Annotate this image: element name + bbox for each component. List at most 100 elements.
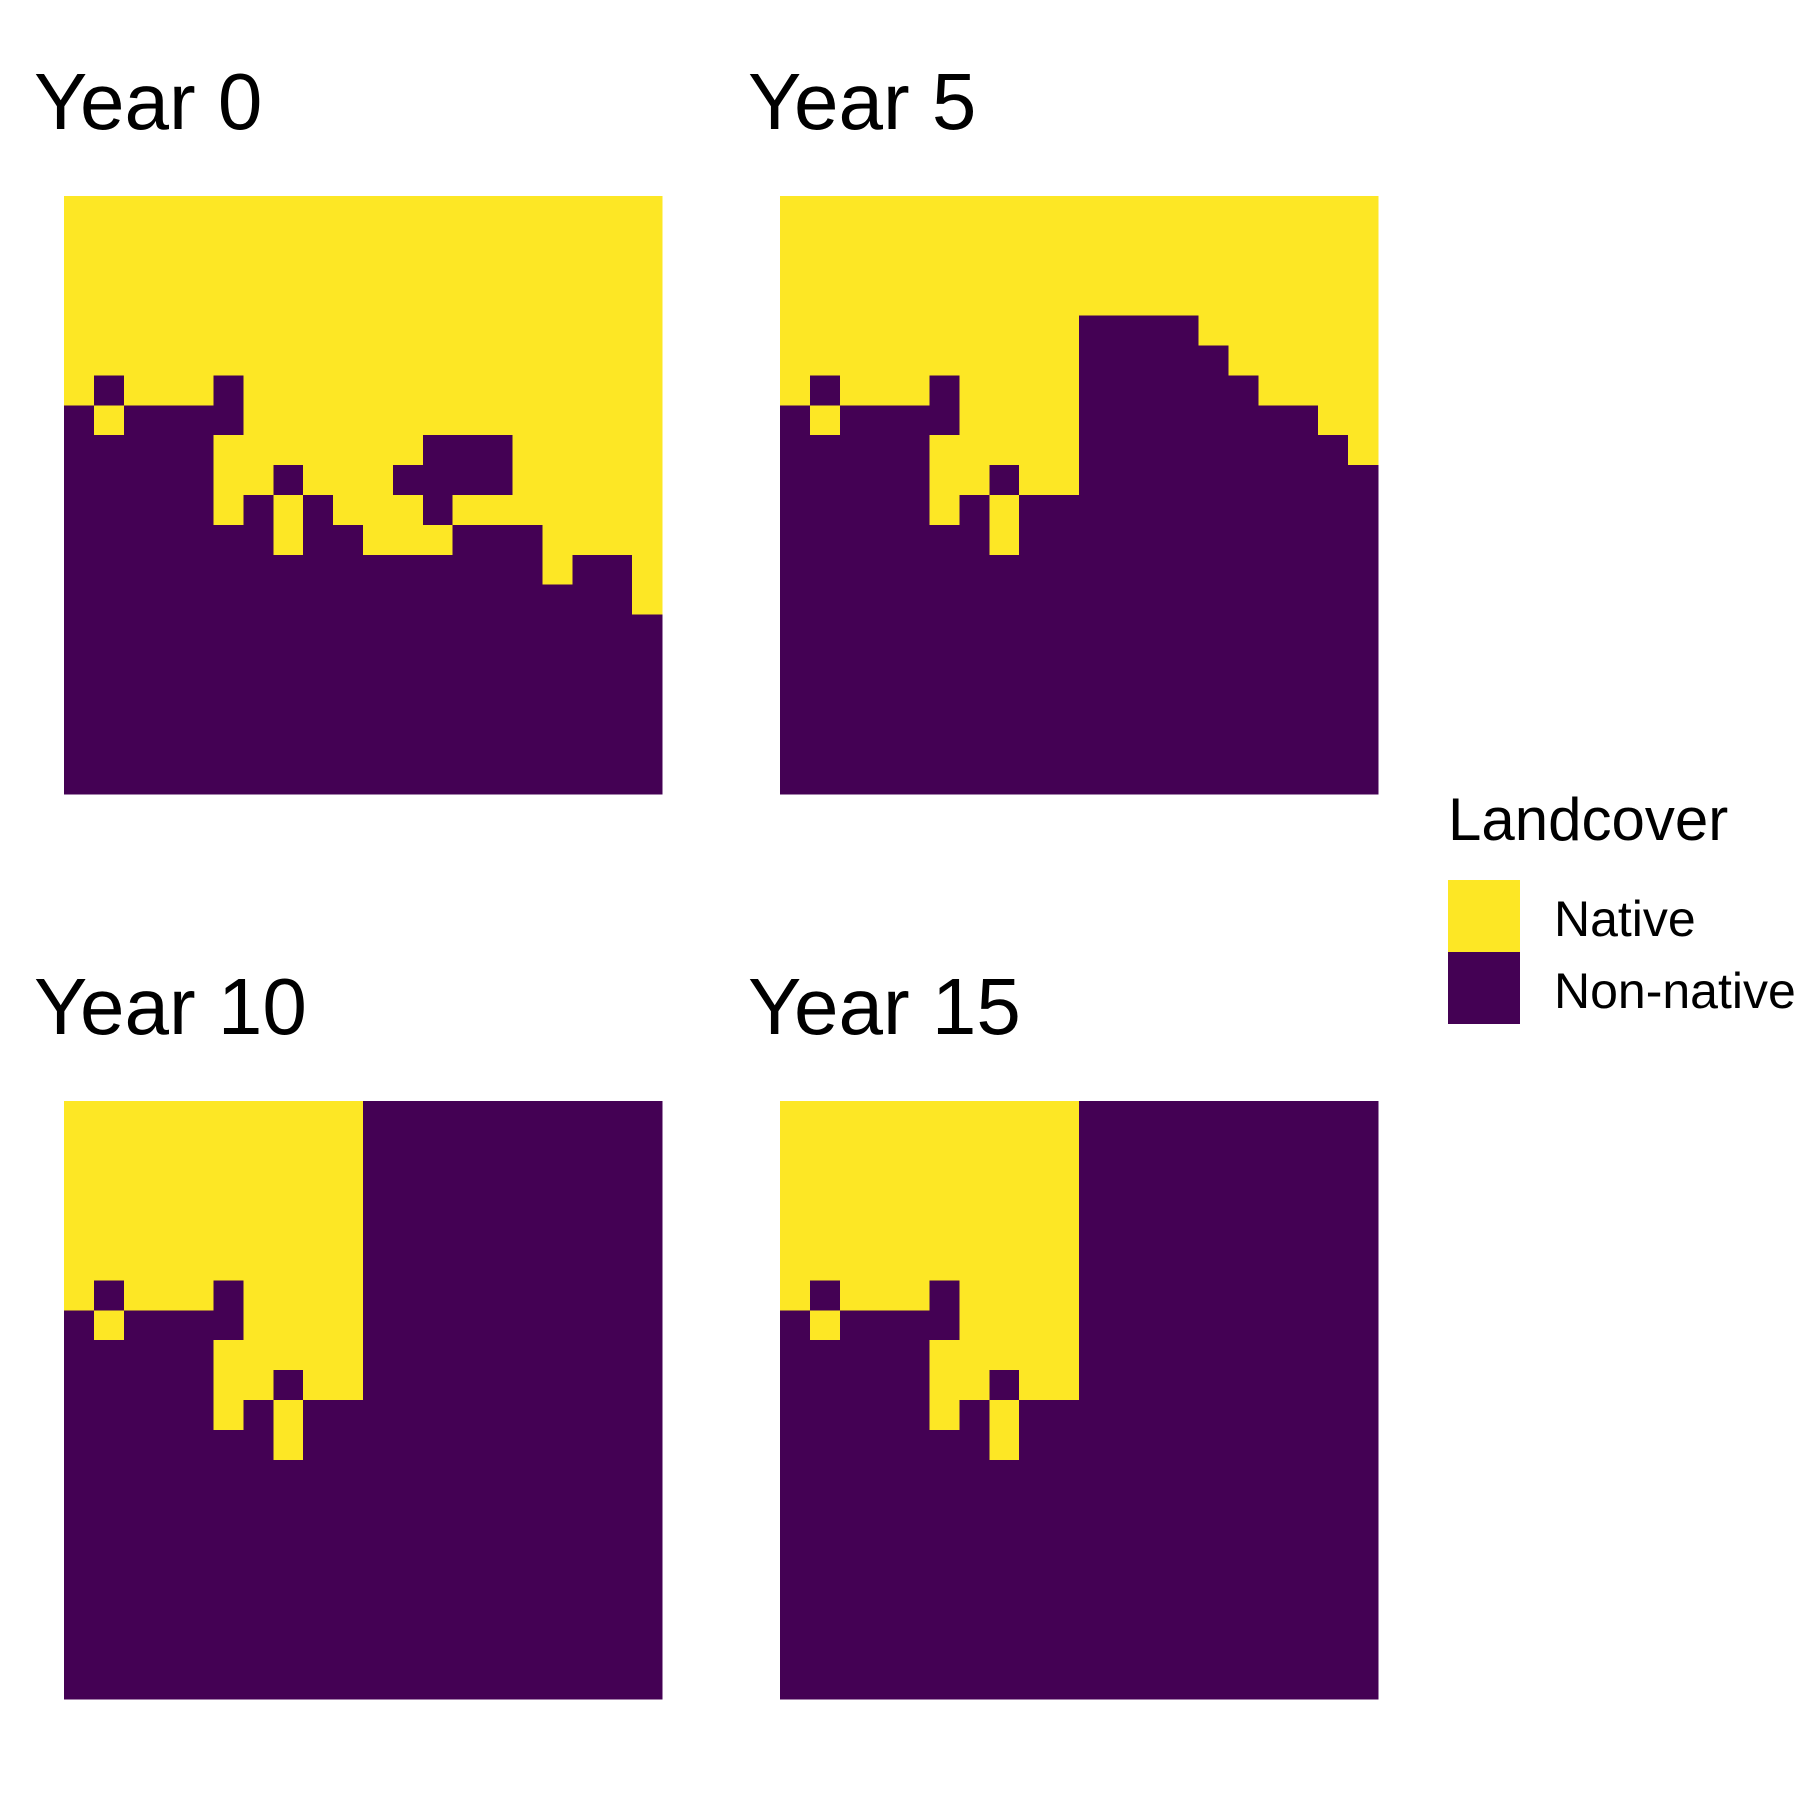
cell-year-15-r19-c19 bbox=[1348, 1669, 1379, 1700]
cell-year-10-r1-c5 bbox=[213, 1130, 244, 1162]
cell-year-15-r16-c17 bbox=[1288, 1579, 1319, 1610]
cell-year-0-r8-c12 bbox=[422, 435, 454, 466]
cell-year-0-r13-c2 bbox=[123, 584, 155, 616]
cell-year-15-r11-c15 bbox=[1228, 1429, 1259, 1461]
cell-year-5-r12-c18 bbox=[1318, 554, 1349, 586]
cell-year-0-r11-c14 bbox=[482, 524, 514, 556]
cell-year-10-r18-c9 bbox=[333, 1639, 364, 1670]
cell-year-0-r15-c11 bbox=[392, 644, 424, 675]
cell-year-15-r6-c19 bbox=[1348, 1280, 1379, 1311]
cell-year-0-r18-c3 bbox=[153, 734, 185, 765]
cell-year-15-r6-c15 bbox=[1228, 1280, 1259, 1311]
cell-year-15-r7-c14 bbox=[1198, 1310, 1230, 1341]
cell-year-15-r1-c13 bbox=[1168, 1130, 1200, 1162]
cell-year-0-r13-c19 bbox=[632, 584, 663, 616]
cell-year-15-r18-c3 bbox=[869, 1639, 901, 1670]
cell-year-15-r19-c12 bbox=[1138, 1669, 1170, 1700]
cell-year-5-r4-c9 bbox=[1049, 315, 1080, 347]
cell-year-15-r11-c18 bbox=[1318, 1429, 1349, 1461]
cell-year-5-r5-c6 bbox=[959, 345, 990, 376]
cell-year-10-r14-c2 bbox=[123, 1519, 155, 1551]
cell-year-5-r13-c1 bbox=[809, 584, 841, 616]
cell-year-0-r19-c10 bbox=[363, 764, 394, 795]
cell-year-0-r17-c1 bbox=[93, 704, 125, 735]
cell-year-0-r3-c19 bbox=[632, 285, 663, 317]
cell-year-5-r3-c9 bbox=[1049, 285, 1080, 317]
panel-title-year-15: Year 15 bbox=[748, 962, 1021, 1051]
cell-year-10-r5-c10 bbox=[363, 1250, 394, 1281]
cell-year-0-r10-c17 bbox=[572, 495, 603, 526]
cell-year-10-r14-c17 bbox=[572, 1519, 603, 1551]
cell-year-15-r4-c1 bbox=[809, 1220, 841, 1252]
cell-year-10-r3-c3 bbox=[153, 1190, 185, 1222]
cell-year-0-r9-c5 bbox=[213, 465, 244, 496]
cell-year-5-r4-c10 bbox=[1079, 315, 1110, 347]
cell-year-5-r9-c9 bbox=[1049, 465, 1080, 496]
cell-year-15-r3-c4 bbox=[899, 1190, 931, 1222]
cell-year-5-r14-c16 bbox=[1258, 614, 1289, 646]
cell-year-5-r7-c1 bbox=[809, 405, 841, 436]
cell-year-15-r16-c9 bbox=[1049, 1579, 1080, 1610]
cell-year-10-r15-c15 bbox=[512, 1549, 543, 1580]
cell-year-5-r6-c0 bbox=[780, 375, 811, 406]
cell-year-15-r3-c8 bbox=[1019, 1190, 1050, 1222]
legend-swatch-native bbox=[1448, 880, 1520, 952]
cell-year-10-r8-c9 bbox=[333, 1340, 364, 1371]
cell-year-10-r4-c19 bbox=[632, 1220, 663, 1252]
cell-year-10-r11-c19 bbox=[632, 1429, 663, 1461]
cell-year-5-r1-c13 bbox=[1168, 225, 1200, 257]
cell-year-10-r10-c2 bbox=[123, 1400, 155, 1431]
cell-year-5-r2-c10 bbox=[1079, 255, 1110, 287]
cell-year-5-r8-c11 bbox=[1108, 435, 1140, 466]
cell-year-5-r14-c14 bbox=[1198, 614, 1230, 646]
cell-year-0-r5-c14 bbox=[482, 345, 514, 376]
cell-year-0-r14-c12 bbox=[422, 614, 454, 646]
cell-year-15-r14-c5 bbox=[929, 1519, 960, 1551]
cell-year-5-r15-c7 bbox=[989, 644, 1020, 675]
cell-year-15-r4-c12 bbox=[1138, 1220, 1170, 1252]
cell-year-10-r10-c6 bbox=[243, 1400, 274, 1431]
cell-year-0-r11-c2 bbox=[123, 524, 155, 556]
cell-year-5-r14-c3 bbox=[869, 614, 901, 646]
cell-year-15-r15-c12 bbox=[1138, 1549, 1170, 1580]
cell-year-10-r5-c3 bbox=[153, 1250, 185, 1281]
cell-year-10-r8-c4 bbox=[183, 1340, 215, 1371]
cell-year-0-r5-c5 bbox=[213, 345, 244, 376]
cell-year-10-r17-c19 bbox=[632, 1609, 663, 1640]
cell-year-15-r8-c17 bbox=[1288, 1340, 1319, 1371]
cell-year-10-r16-c19 bbox=[632, 1579, 663, 1610]
cell-year-10-r1-c3 bbox=[153, 1130, 185, 1162]
cell-year-10-r14-c5 bbox=[213, 1519, 244, 1551]
cell-year-0-r15-c3 bbox=[153, 644, 185, 675]
cell-year-10-r7-c3 bbox=[153, 1310, 185, 1341]
cell-year-10-r12-c11 bbox=[392, 1459, 424, 1491]
cell-year-10-r19-c10 bbox=[363, 1669, 394, 1700]
cell-year-10-r6-c14 bbox=[482, 1280, 514, 1311]
cell-year-5-r11-c4 bbox=[899, 524, 931, 556]
cell-year-5-r14-c8 bbox=[1019, 614, 1050, 646]
cell-year-15-r19-c13 bbox=[1168, 1669, 1200, 1700]
cell-year-5-r17-c5 bbox=[929, 704, 960, 735]
cell-year-10-r3-c7 bbox=[273, 1190, 304, 1222]
cell-year-10-r15-c11 bbox=[392, 1549, 424, 1580]
cell-year-5-r9-c2 bbox=[839, 465, 871, 496]
cell-year-15-r11-c9 bbox=[1049, 1429, 1080, 1461]
cell-year-15-r11-c13 bbox=[1168, 1429, 1200, 1461]
cell-year-0-r18-c12 bbox=[422, 734, 454, 765]
cell-year-5-r5-c3 bbox=[869, 345, 901, 376]
cell-year-5-r19-c5 bbox=[929, 764, 960, 795]
cell-year-10-r15-c19 bbox=[632, 1549, 663, 1580]
cell-year-0-r7-c19 bbox=[632, 405, 663, 436]
cell-year-15-r6-c10 bbox=[1079, 1280, 1110, 1311]
cell-year-15-r3-c3 bbox=[869, 1190, 901, 1222]
cell-year-15-r2-c13 bbox=[1168, 1160, 1200, 1192]
cell-year-10-r18-c14 bbox=[482, 1639, 514, 1670]
cell-year-0-r1-c4 bbox=[183, 225, 215, 257]
cell-year-0-r2-c17 bbox=[572, 255, 603, 287]
cell-year-0-r16-c18 bbox=[602, 674, 633, 705]
cell-year-0-r11-c10 bbox=[363, 524, 394, 556]
cell-year-10-r2-c13 bbox=[452, 1160, 484, 1192]
cell-year-10-r13-c3 bbox=[153, 1489, 185, 1521]
cell-year-15-r16-c11 bbox=[1108, 1579, 1140, 1610]
cell-year-10-r16-c14 bbox=[482, 1579, 514, 1610]
